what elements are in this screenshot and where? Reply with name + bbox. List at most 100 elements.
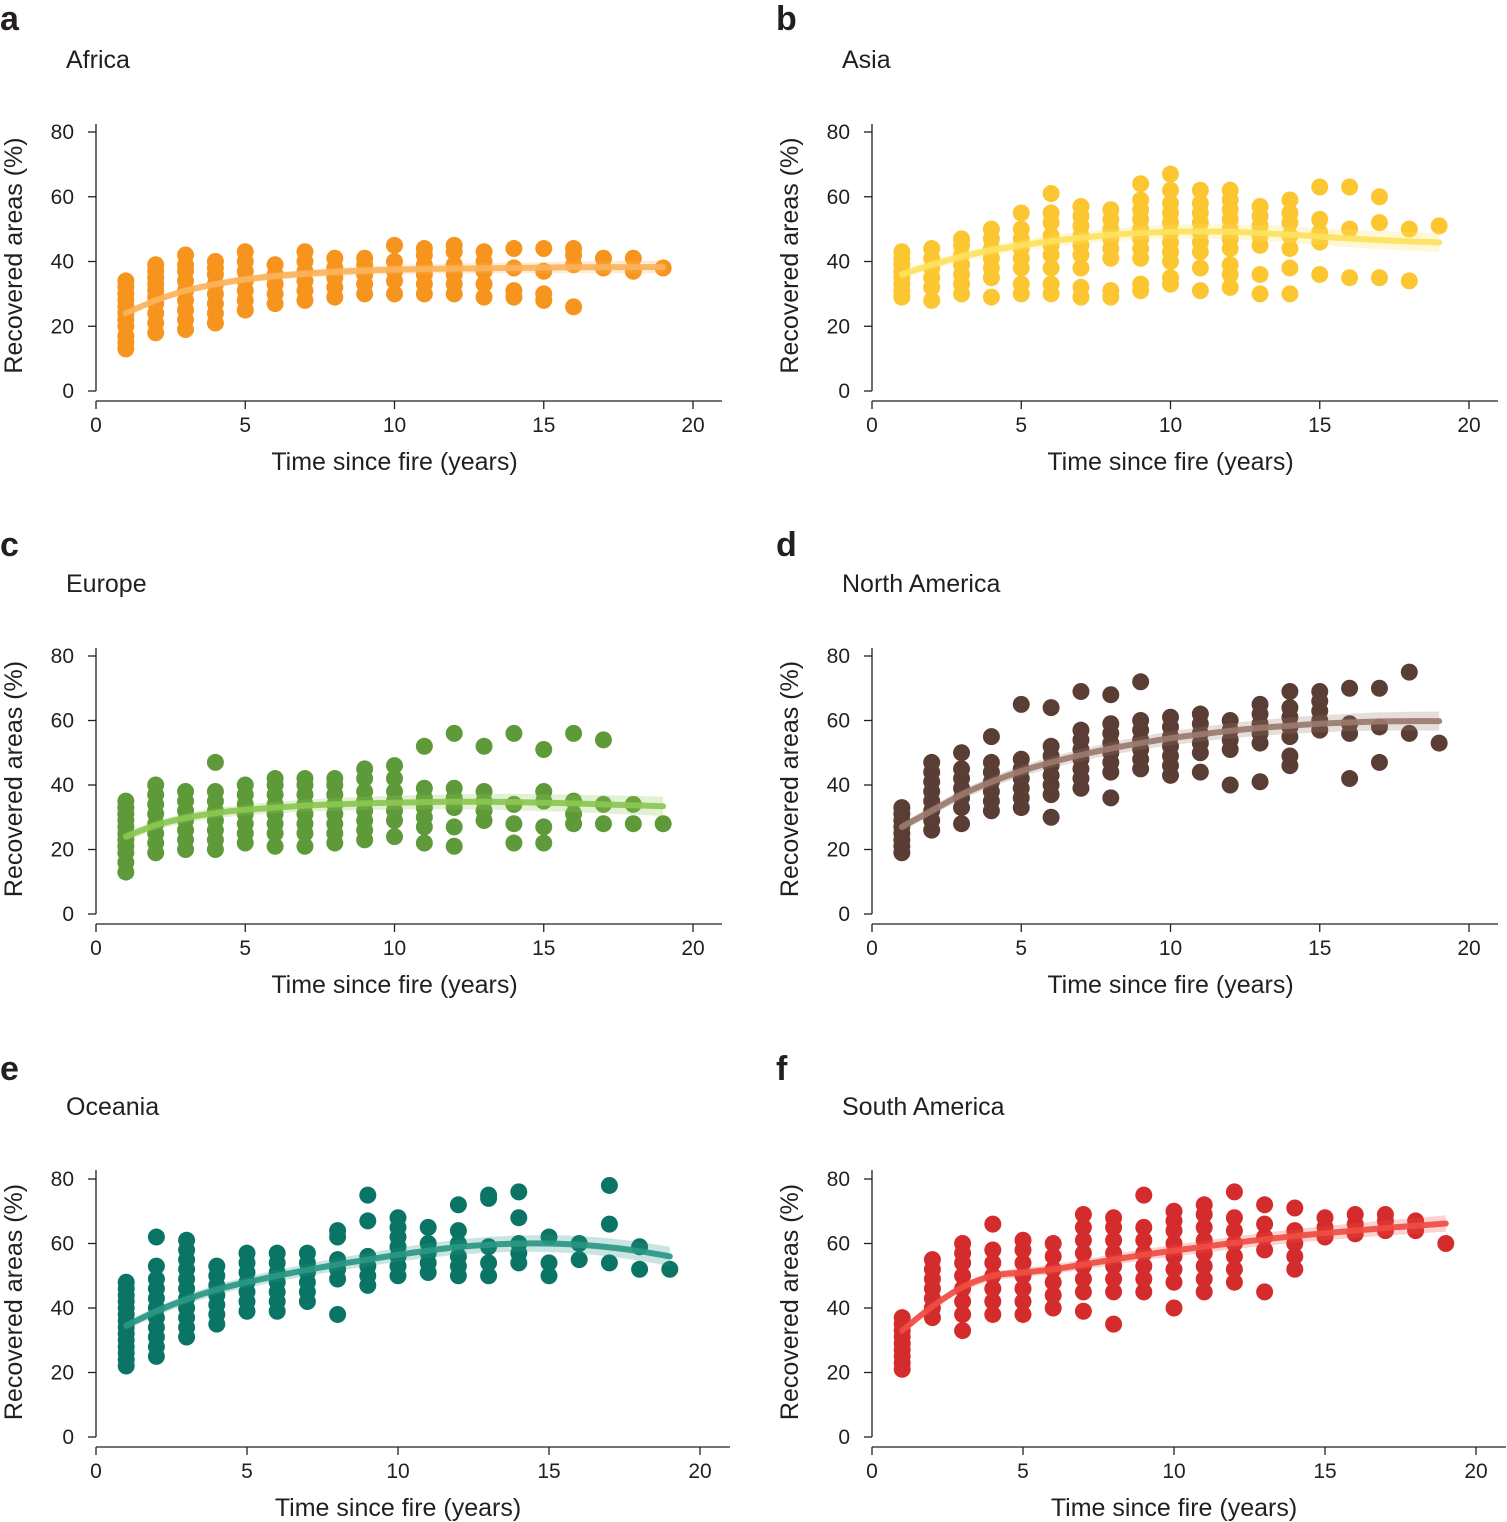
y-tick-label: 80	[827, 121, 850, 144]
data-point	[1074, 1205, 1092, 1223]
data-point	[147, 256, 165, 274]
data-point	[449, 1247, 467, 1265]
fit-line	[898, 718, 1443, 830]
x-tick-label: 20	[681, 414, 704, 437]
data-point	[1165, 1299, 1183, 1317]
data-point	[1042, 808, 1060, 826]
data-point	[1102, 789, 1120, 807]
data-point	[1256, 1196, 1274, 1214]
data-point	[238, 1244, 256, 1262]
data-point	[1341, 679, 1359, 697]
data-point	[1042, 185, 1060, 203]
x-tick-label: 10	[1159, 937, 1182, 960]
data-point	[1221, 712, 1239, 729]
data-point	[1102, 282, 1120, 300]
data-point	[1311, 178, 1329, 196]
data-point	[1105, 1270, 1123, 1288]
y-tick-label: 0	[62, 1426, 74, 1449]
y-axis-label: Recovered areas (%)	[776, 137, 804, 373]
data-point	[923, 1251, 941, 1269]
data-point	[1132, 673, 1150, 691]
data-point	[535, 741, 553, 759]
data-point	[356, 782, 374, 800]
y-tick-label: 60	[827, 1233, 850, 1256]
data-point	[1072, 259, 1090, 277]
data-point	[1191, 181, 1209, 199]
data-point	[923, 291, 941, 309]
data-point	[266, 770, 284, 788]
data-point	[1341, 770, 1359, 788]
data-point	[535, 834, 553, 852]
y-tick-label: 60	[827, 186, 850, 209]
data-point	[1044, 1299, 1062, 1317]
data-point	[1042, 204, 1060, 222]
data-point	[1281, 240, 1299, 258]
data-point	[505, 282, 523, 300]
data-point	[982, 220, 1000, 238]
panel-c: c Europe 0 20 40 60 80 0 5 10 15 20 Time since fire …	[0, 526, 722, 999]
data-point	[480, 1254, 498, 1272]
data-point	[1135, 1218, 1153, 1236]
data-point	[1221, 776, 1239, 794]
data-point	[1072, 721, 1090, 739]
data-point	[326, 770, 344, 788]
data-point	[1370, 753, 1388, 771]
fit-line	[898, 228, 1443, 278]
data-point	[1221, 181, 1239, 199]
data-point	[1042, 259, 1060, 277]
data-point	[505, 240, 523, 258]
data-point	[624, 249, 642, 267]
fit-line	[122, 264, 667, 317]
data-point	[1281, 747, 1299, 765]
data-point	[1162, 194, 1179, 212]
data-point	[266, 837, 284, 855]
data-point	[1251, 285, 1269, 303]
data-point	[1074, 1231, 1092, 1249]
data-point	[893, 799, 911, 817]
data-point	[1370, 214, 1388, 232]
confidence-band	[125, 260, 664, 317]
panel-title: Oceania	[66, 1093, 159, 1121]
y-tick-label: 0	[838, 1426, 850, 1449]
data-point	[1074, 1218, 1092, 1236]
data-point	[177, 782, 195, 800]
data-point	[1251, 695, 1269, 713]
data-point	[386, 828, 403, 846]
data-point	[1437, 1235, 1455, 1252]
data-point	[1225, 1273, 1243, 1291]
y-axis-label: Recovered areas (%)	[0, 1184, 28, 1420]
data-point	[953, 760, 971, 778]
y-tick-label: 20	[827, 315, 850, 338]
data-point	[1256, 1283, 1274, 1301]
data-point	[953, 815, 971, 833]
data-point	[1135, 1257, 1153, 1275]
data-point	[1221, 278, 1239, 296]
y-tick-label: 20	[827, 839, 850, 862]
data-point	[600, 1176, 618, 1194]
data-point	[178, 1231, 196, 1249]
data-point	[1191, 194, 1209, 212]
fit-line	[122, 798, 667, 840]
data-point	[415, 737, 433, 755]
data-point	[356, 249, 374, 267]
data-point	[1165, 1202, 1183, 1220]
scatter-points	[117, 724, 672, 881]
data-point	[923, 753, 941, 771]
data-point	[386, 757, 403, 775]
x-tick-label: 20	[1464, 1460, 1487, 1483]
data-point	[1430, 734, 1448, 752]
x-axis-label: Time since fire (years)	[1047, 448, 1293, 476]
data-point	[654, 815, 672, 833]
data-point	[505, 834, 523, 852]
data-point	[475, 275, 493, 293]
data-point	[1225, 1260, 1243, 1278]
data-point	[386, 253, 403, 270]
data-point	[1311, 210, 1329, 228]
data-point	[540, 1254, 558, 1272]
panel-e: e Oceania 0 20 40 60 80 0 5 10 15 20 Time since fire…	[0, 1050, 730, 1522]
data-point	[1400, 663, 1418, 681]
data-point	[208, 1257, 226, 1275]
data-point	[535, 818, 553, 836]
data-point	[329, 1305, 347, 1323]
